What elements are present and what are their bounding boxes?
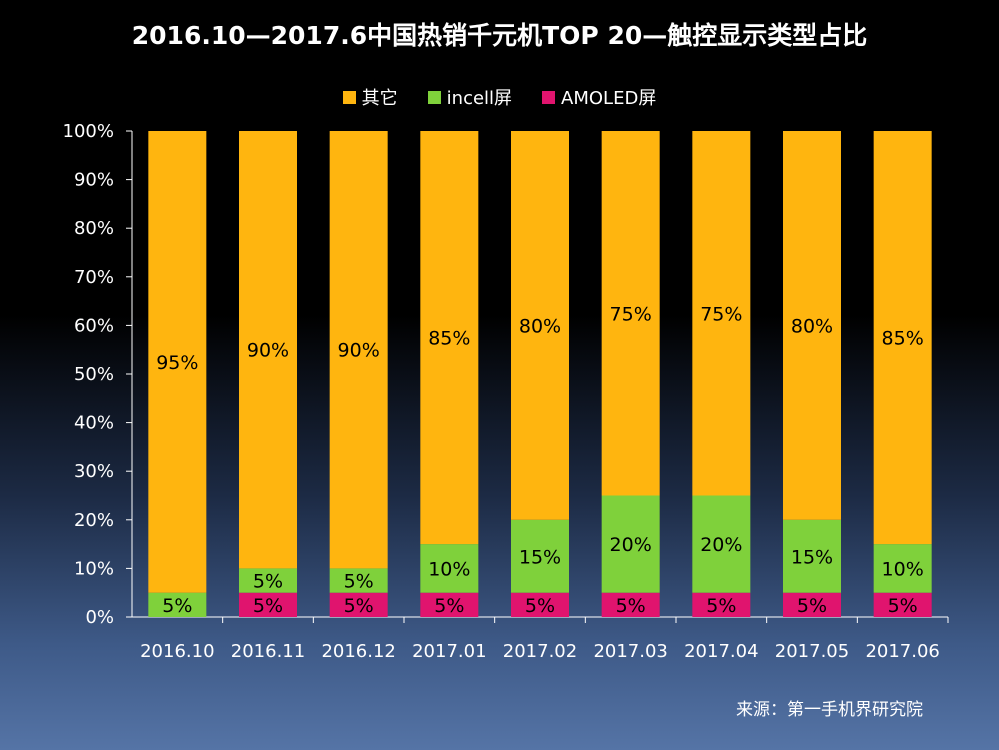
bar-segment (873, 131, 932, 545)
bar-segment (601, 131, 660, 496)
legend-item-amoled: AMOLED屏 (542, 84, 656, 110)
bar-segment (239, 568, 297, 593)
data-label: 5% (162, 595, 192, 617)
bar-segment (239, 131, 297, 569)
x-tick-label: 2017.05 (775, 641, 849, 662)
data-label: 5% (797, 595, 827, 617)
y-tick-label: 10% (74, 558, 114, 579)
data-label: 5% (253, 595, 283, 617)
x-tick-label: 2017.03 (593, 641, 667, 662)
data-label: 5% (344, 595, 374, 617)
y-tick-label: 70% (74, 267, 114, 288)
data-label: 5% (525, 595, 555, 617)
data-label: 5% (434, 595, 464, 617)
bar-segment (692, 131, 751, 496)
data-label: 5% (253, 571, 283, 593)
bar-segment (420, 131, 479, 545)
data-label: 5% (344, 571, 374, 593)
bar-segment (511, 519, 569, 593)
data-label: 5% (888, 595, 918, 617)
data-label: 5% (616, 595, 646, 617)
bar-segment (420, 544, 479, 593)
bar-segment (692, 495, 751, 593)
x-tick-label: 2017.01 (412, 641, 486, 662)
bar-segment (873, 592, 932, 617)
data-label: 85% (428, 328, 470, 350)
y-tick-label: 50% (74, 364, 114, 385)
bar-segment (329, 568, 388, 593)
data-label: 20% (700, 534, 742, 556)
legend-item-incell: incell屏 (427, 84, 513, 110)
data-label: 20% (610, 534, 652, 556)
legend: 其它 incell屏 AMOLED屏 (0, 84, 999, 110)
data-label: 80% (519, 315, 561, 337)
data-label: 5% (706, 595, 736, 617)
legend-swatch-other (342, 90, 356, 104)
data-label: 15% (791, 546, 833, 568)
bar-segment (601, 592, 660, 617)
y-tick-label: 20% (74, 510, 114, 531)
legend-swatch-amoled (542, 90, 556, 104)
y-tick-label: 40% (74, 413, 114, 434)
data-label: 80% (791, 315, 833, 337)
y-tick-label: 90% (74, 170, 114, 191)
data-label: 90% (247, 340, 289, 362)
legend-label-other: 其它 (361, 88, 398, 109)
data-label: 75% (610, 303, 652, 325)
bar-segment (783, 519, 841, 593)
legend-label-incell: incell屏 (446, 88, 513, 109)
bar-segment (783, 592, 841, 617)
bar-segment (511, 592, 569, 617)
legend-swatch-incell (427, 90, 441, 104)
x-tick-label: 2016.11 (231, 641, 305, 662)
bar-segment (783, 131, 841, 520)
bar-segment (148, 131, 207, 593)
legend-item-other: 其它 (342, 84, 398, 110)
x-tick-label: 2017.04 (684, 641, 758, 662)
bar-segment (329, 131, 388, 569)
y-tick-label: 80% (74, 218, 114, 239)
x-tick-label: 2016.10 (140, 641, 214, 662)
y-tick-label: 30% (74, 461, 114, 482)
bar-segment (511, 131, 569, 520)
data-label: 10% (882, 558, 924, 580)
y-tick-label: 100% (63, 121, 114, 142)
y-tick-label: 60% (74, 315, 114, 336)
bar-segment (873, 544, 932, 593)
source-note: 来源：第一手机界研究院 (736, 700, 923, 720)
legend-label-amoled: AMOLED屏 (561, 88, 657, 109)
bar-segment (692, 592, 751, 617)
chart-title: 2016.10—2017.6中国热销千元机TOP 20—触控显示类型占比 (131, 21, 868, 50)
data-label: 85% (882, 328, 924, 350)
bar-segment (601, 495, 660, 593)
bar-segment (148, 592, 207, 617)
x-tick-label: 2017.06 (865, 641, 939, 662)
bar-segment (420, 592, 479, 617)
data-label: 90% (338, 340, 380, 362)
bar-segment (329, 592, 388, 617)
x-tick-label: 2017.02 (503, 641, 577, 662)
y-tick-label: 0% (85, 607, 114, 628)
data-label: 95% (156, 352, 198, 374)
bar-segment (239, 592, 297, 617)
data-label: 15% (519, 546, 561, 568)
data-label: 10% (428, 558, 470, 580)
data-label: 75% (700, 303, 742, 325)
x-tick-label: 2016.12 (321, 641, 395, 662)
